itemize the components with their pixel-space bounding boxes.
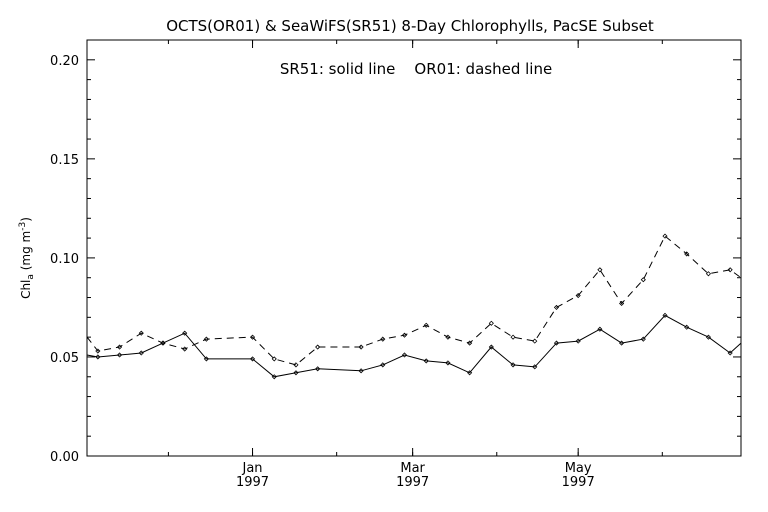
y-tick-label: 0.15 <box>50 153 79 168</box>
data-point-or01 <box>662 233 668 239</box>
data-point-or01 <box>597 267 603 273</box>
ylabel-unit: (mg m <box>19 231 33 271</box>
series-or01 <box>86 233 742 368</box>
data-point-or01 <box>423 322 429 328</box>
x-tick-month: May <box>565 461 592 476</box>
x-tick-year: 1997 <box>236 475 269 490</box>
data-point-or01 <box>182 346 188 352</box>
ylabel-exp: -3 <box>18 222 28 231</box>
data-point-or01 <box>380 336 386 342</box>
data-point-or01 <box>358 344 364 350</box>
series-line-sr51 <box>86 314 742 378</box>
data-point-sr51 <box>640 336 646 342</box>
data-point-or01 <box>315 344 321 350</box>
data-point-sr51 <box>423 358 429 364</box>
data-point-or01 <box>160 340 166 346</box>
data-point-sr51 <box>597 326 603 332</box>
y-tick-label: 0.05 <box>50 351 79 366</box>
y-tick-label: 0.10 <box>50 252 79 267</box>
chart-title: OCTS(OR01) & SeaWiFS(SR51) 8-Day Chlorop… <box>166 17 654 35</box>
data-point-or01 <box>488 320 494 326</box>
y-axis-label: Chla (mg m-3) <box>18 217 36 299</box>
y-axis: 0.00 0.05 0.10 0.15 0.20 <box>50 54 741 465</box>
data-point-sr51 <box>203 356 209 362</box>
data-point-sr51 <box>380 362 386 368</box>
data-point-or01 <box>575 292 581 299</box>
data-point-or01 <box>619 300 625 307</box>
data-point-sr51 <box>510 362 516 368</box>
data-point-or01 <box>510 334 516 340</box>
ylabel-sub: a <box>26 274 36 280</box>
data-point-sr51 <box>619 340 625 346</box>
data-point-or01 <box>445 334 451 340</box>
data-point-or01 <box>271 356 277 362</box>
data-point-sr51 <box>358 368 364 374</box>
data-point-sr51 <box>116 352 123 358</box>
plot-border <box>86 39 742 457</box>
y-tick-label: 0.20 <box>50 54 79 69</box>
data-point-or01 <box>249 334 256 340</box>
ylabel-close: ) <box>19 217 33 222</box>
data-point-or01 <box>95 348 101 354</box>
data-point-sr51 <box>727 350 733 356</box>
data-point-or01 <box>553 304 560 310</box>
data-point-sr51 <box>532 364 538 370</box>
data-point-or01 <box>116 344 123 350</box>
data-point-or01 <box>293 362 299 368</box>
data-point-sr51 <box>575 338 581 344</box>
data-point-or01 <box>705 271 712 277</box>
data-point-sr51 <box>445 360 451 366</box>
data-point-or01 <box>203 336 209 342</box>
data-point-sr51 <box>401 352 408 358</box>
x-tick-month: Mar <box>400 461 425 476</box>
x-tick-year: 1997 <box>396 475 429 490</box>
x-tick-year: 1997 <box>562 475 595 490</box>
ylabel-main: Chl <box>19 280 33 299</box>
data-point-sr51 <box>705 334 712 340</box>
data-point-or01 <box>684 251 690 257</box>
data-point-or01 <box>640 277 646 283</box>
data-point-or01 <box>727 267 733 273</box>
data-point-sr51 <box>95 354 101 360</box>
data-point-sr51 <box>293 370 299 376</box>
data-point-sr51 <box>249 356 256 362</box>
data-point-or01 <box>532 338 538 344</box>
data-point-or01 <box>138 330 144 336</box>
data-point-sr51 <box>467 370 473 376</box>
data-point-sr51 <box>662 312 668 318</box>
series-layer <box>86 233 742 380</box>
plot-frame <box>86 39 742 457</box>
series-sr51 <box>86 312 742 380</box>
data-point-sr51 <box>315 366 321 372</box>
data-point-sr51 <box>271 374 277 380</box>
y-tick-label: 0.00 <box>50 450 79 465</box>
data-point-or01 <box>401 332 408 338</box>
series-line-or01 <box>86 235 742 366</box>
data-point-sr51 <box>138 350 144 356</box>
data-point-sr51 <box>684 324 690 330</box>
data-point-sr51 <box>553 340 560 346</box>
x-tick-month: Jan <box>242 461 263 476</box>
data-point-or01 <box>467 340 473 346</box>
legend-annotation: SR51: solid line OR01: dashed line <box>280 60 552 78</box>
data-point-sr51 <box>488 344 494 350</box>
data-point-sr51 <box>182 330 188 336</box>
